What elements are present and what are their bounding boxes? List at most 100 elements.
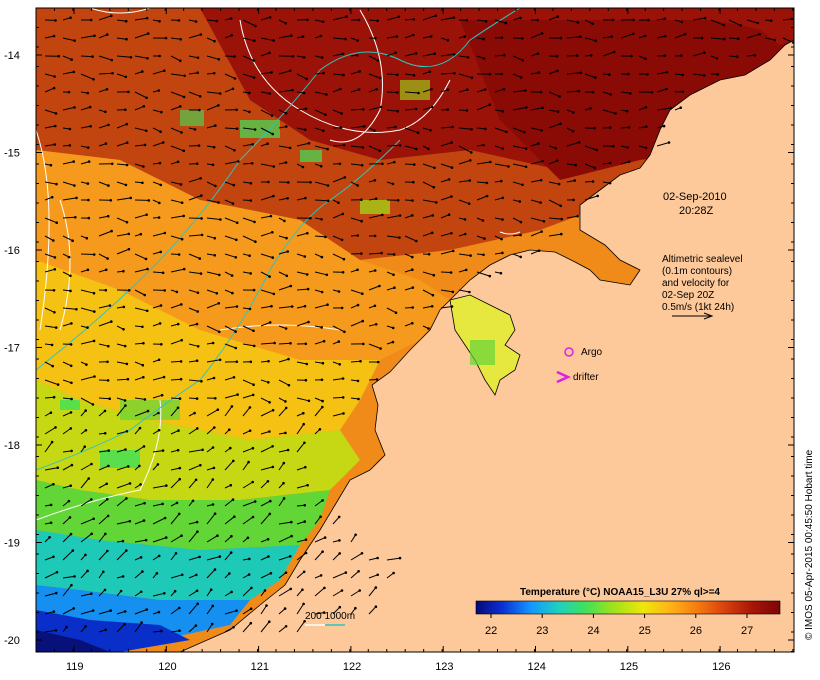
velocity-vector xyxy=(116,343,126,347)
timestamp-date: 02-Sep-2010 xyxy=(663,191,727,203)
velocity-vector-head xyxy=(644,125,648,128)
velocity-vector-head xyxy=(396,199,400,202)
velocity-vector-head xyxy=(54,112,58,115)
velocity-vector xyxy=(494,19,506,24)
velocity-vector-head xyxy=(722,37,726,41)
velocity-vector-head xyxy=(306,483,309,487)
velocity-vector xyxy=(44,87,55,93)
velocity-vector-head xyxy=(109,609,112,612)
velocity-vector xyxy=(584,37,596,42)
velocity-vector xyxy=(152,630,162,633)
drifter-label: drifter xyxy=(573,372,599,383)
velocity-vector xyxy=(188,234,203,237)
velocity-vector-head xyxy=(160,629,163,633)
velocity-vector-head xyxy=(358,70,362,73)
velocity-vector xyxy=(530,179,542,183)
velocity-vector xyxy=(260,271,270,278)
velocity-vector-head xyxy=(288,69,292,73)
velocity-vector-head xyxy=(625,109,629,113)
velocity-vector xyxy=(548,16,558,21)
velocity-vector-head xyxy=(179,183,183,186)
velocity-vector-head xyxy=(518,200,522,203)
velocity-vector xyxy=(98,465,109,471)
velocity-vector-head xyxy=(70,449,73,453)
velocity-vector-head xyxy=(267,359,270,363)
velocity-vector xyxy=(494,163,509,167)
velocity-vector xyxy=(224,253,236,258)
velocity-vector-head xyxy=(68,144,72,147)
velocity-vector xyxy=(584,145,597,151)
velocity-vector xyxy=(278,521,292,525)
velocity-vector-head xyxy=(556,69,559,73)
velocity-vector-head xyxy=(595,148,599,152)
velocity-vector-head xyxy=(524,89,527,92)
velocity-vector xyxy=(116,73,126,78)
velocity-vector-head xyxy=(270,304,273,308)
velocity-vector-head xyxy=(212,71,216,75)
velocity-vector-head xyxy=(608,126,612,129)
velocity-vector-head xyxy=(54,426,57,429)
velocity-vector xyxy=(278,625,287,633)
velocity-vector-head xyxy=(65,625,68,629)
velocity-vector-head xyxy=(284,161,288,164)
velocity-vector-head xyxy=(398,144,402,147)
velocity-vector-head xyxy=(612,144,615,148)
velocity-vector xyxy=(242,143,253,147)
velocity-vector-head xyxy=(521,37,524,40)
lon-tick-label: 126 xyxy=(712,661,730,673)
velocity-vector xyxy=(296,127,306,131)
velocity-vector xyxy=(152,181,161,186)
velocity-vector xyxy=(656,142,670,147)
velocity-vector xyxy=(98,253,108,259)
velocity-vector-head xyxy=(198,95,202,98)
velocity-vector-head xyxy=(139,232,143,236)
velocity-vector-head xyxy=(429,35,433,38)
velocity-vector xyxy=(62,106,75,111)
velocity-vector-head xyxy=(541,159,544,163)
velocity-vector-head xyxy=(305,77,309,81)
velocity-vector-head xyxy=(71,549,75,552)
velocity-vector xyxy=(98,72,113,75)
velocity-vector-head xyxy=(162,375,166,379)
velocity-vector xyxy=(242,430,251,435)
velocity-vector-head xyxy=(416,131,420,134)
velocity-vector-head xyxy=(249,607,253,610)
velocity-vector-head xyxy=(501,218,504,221)
velocity-vector xyxy=(206,605,214,615)
velocity-vector-head xyxy=(91,609,95,612)
velocity-vector-head xyxy=(156,463,160,466)
lat-tick-label: -20 xyxy=(4,635,20,647)
velocity-vector xyxy=(80,570,88,579)
velocity-vector-head xyxy=(414,107,418,111)
velocity-vector-head xyxy=(182,214,185,218)
velocity-vector-head xyxy=(326,303,329,307)
colorbar xyxy=(475,600,781,615)
velocity-vector-head xyxy=(217,58,221,61)
velocity-vector xyxy=(260,409,274,417)
colorbar-tick-label: 25 xyxy=(639,625,651,637)
velocity-vector-head xyxy=(196,345,200,348)
velocity-vector xyxy=(242,73,255,79)
velocity-vector-head xyxy=(288,146,292,150)
velocity-vector xyxy=(512,163,527,168)
velocity-vector xyxy=(188,521,198,525)
velocity-vector xyxy=(278,462,285,471)
velocity-vector xyxy=(476,161,491,165)
velocity-vector-head xyxy=(500,72,504,76)
velocity-vector xyxy=(170,235,183,240)
velocity-vector xyxy=(674,33,686,39)
velocity-vector-head xyxy=(196,291,200,295)
velocity-vector xyxy=(332,109,342,114)
velocity-vector xyxy=(170,268,185,273)
velocity-vector-head xyxy=(307,142,311,145)
velocity-vector xyxy=(332,144,345,147)
velocity-vector-head xyxy=(195,322,199,326)
velocity-vector xyxy=(530,217,545,222)
velocity-vector xyxy=(422,181,435,188)
velocity-vector xyxy=(296,603,305,615)
velocity-vector-head xyxy=(397,15,401,19)
velocity-vector-head xyxy=(106,514,110,518)
velocity-vector xyxy=(584,195,598,201)
velocity-vector-head xyxy=(195,520,199,524)
velocity-vector xyxy=(620,126,630,129)
